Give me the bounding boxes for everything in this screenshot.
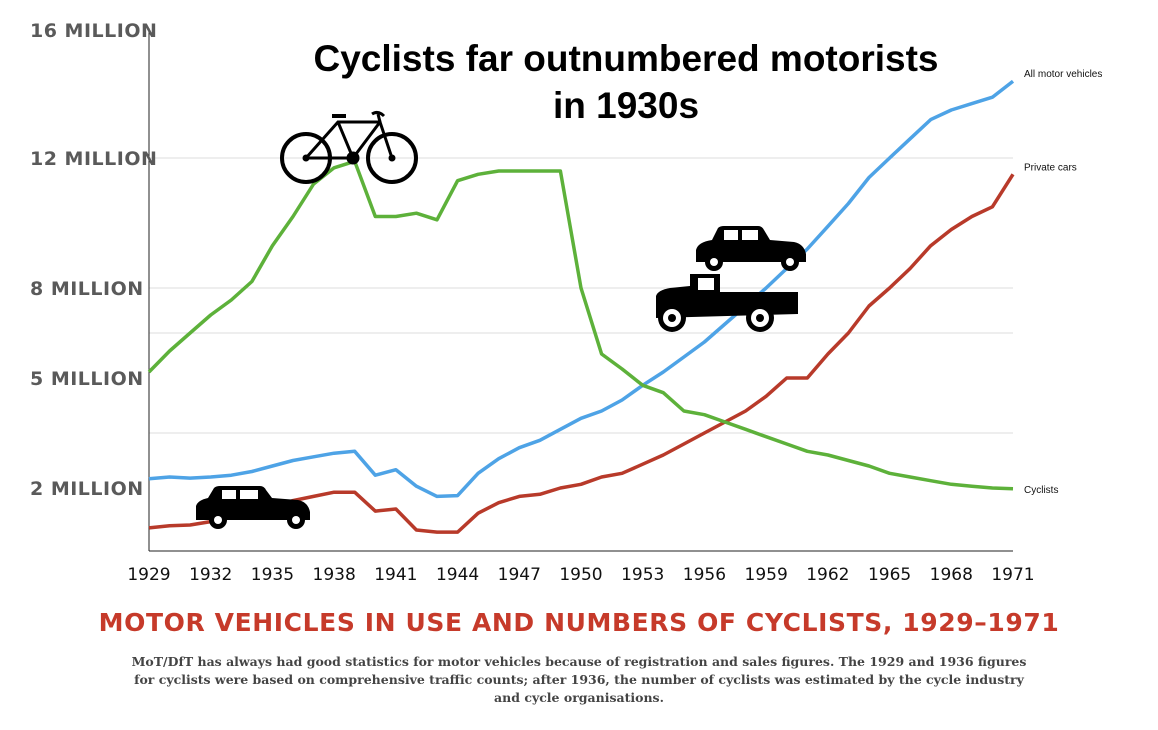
y-tick-labels: 2 MILLION 5 MILLION 8 MILLION 12 MILLION 16 … bbox=[30, 20, 157, 500]
y-tick-label: 2 MILLION bbox=[30, 478, 144, 500]
source-note: MoT/DfT has always had good statistics f… bbox=[131, 654, 1027, 705]
series-line-all-motor-vehicles bbox=[148, 79, 1015, 499]
car-icon bbox=[696, 226, 806, 271]
x-tick-label: 1953 bbox=[621, 565, 664, 585]
x-tick-label: 1941 bbox=[374, 565, 417, 585]
x-tick-label: 1965 bbox=[868, 565, 911, 585]
x-tick-label: 1962 bbox=[806, 565, 849, 585]
x-tick-label: 1968 bbox=[930, 565, 973, 585]
y-tick-label: 16 MILLION bbox=[30, 20, 157, 42]
chart-title-line-1: Cyclists far outnumbered motorists bbox=[313, 38, 938, 79]
x-tick-label: 1950 bbox=[559, 565, 602, 585]
x-tick-label: 1932 bbox=[189, 565, 232, 585]
chart-caption: MOTOR VEHICLES IN USE AND NUMBERS OF CYC… bbox=[98, 608, 1060, 637]
bicycle-icon bbox=[280, 110, 418, 184]
x-tick-label: 1935 bbox=[251, 565, 294, 585]
x-tick-label: 1971 bbox=[991, 565, 1034, 585]
x-tick-label: 1944 bbox=[436, 565, 479, 585]
series-label-cyclists: Cyclists bbox=[1024, 485, 1058, 496]
y-tick-label: 5 MILLION bbox=[30, 368, 144, 390]
series-line-private-cars bbox=[148, 173, 1015, 534]
x-tick-label: 1956 bbox=[683, 565, 726, 585]
y-tick-label: 12 MILLION bbox=[30, 148, 157, 170]
x-tick-label: 1938 bbox=[313, 565, 356, 585]
series-label-private-cars: Private cars bbox=[1024, 162, 1077, 173]
series-line-cyclists bbox=[147, 159, 1014, 491]
x-tick-label: 1929 bbox=[127, 565, 170, 585]
x-tick-label: 1947 bbox=[498, 565, 541, 585]
x-tick-label: 1959 bbox=[745, 565, 788, 585]
series-labels: Private cars All motor vehicles Cyclists bbox=[1024, 69, 1102, 496]
car-icon bbox=[196, 486, 310, 529]
chart: 2 MILLION 5 MILLION 8 MILLION 12 MILLION 16 … bbox=[30, 20, 1102, 585]
series-label-all-motor-vehicles: All motor vehicles bbox=[1024, 69, 1102, 80]
series-lines bbox=[147, 79, 1015, 534]
axes bbox=[148, 28, 1013, 552]
chart-title-line-2: in 1930s bbox=[553, 85, 699, 126]
y-tick-label: 8 MILLION bbox=[30, 278, 144, 300]
x-tick-labels: 1929 1932 1935 1938 1941 1944 1947 1950 1953 1956… bbox=[127, 565, 1034, 585]
truck-icon bbox=[656, 274, 798, 332]
